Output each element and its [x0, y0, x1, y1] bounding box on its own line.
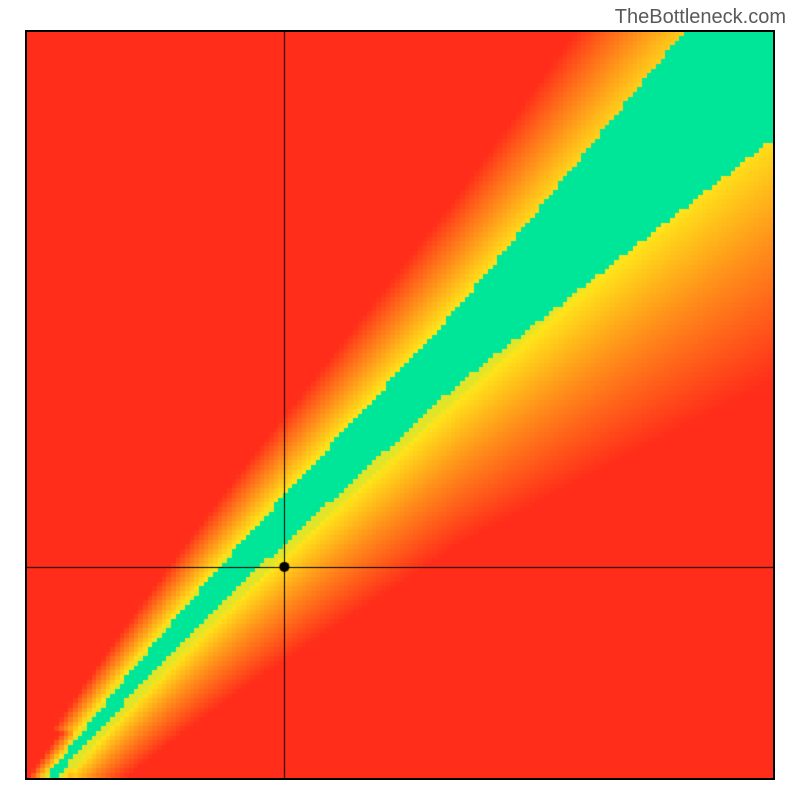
- plot-frame: [25, 30, 775, 780]
- chart-container: TheBottleneck.com: [0, 0, 800, 800]
- heatmap-canvas: [27, 32, 773, 778]
- watermark-label: TheBottleneck.com: [615, 6, 786, 29]
